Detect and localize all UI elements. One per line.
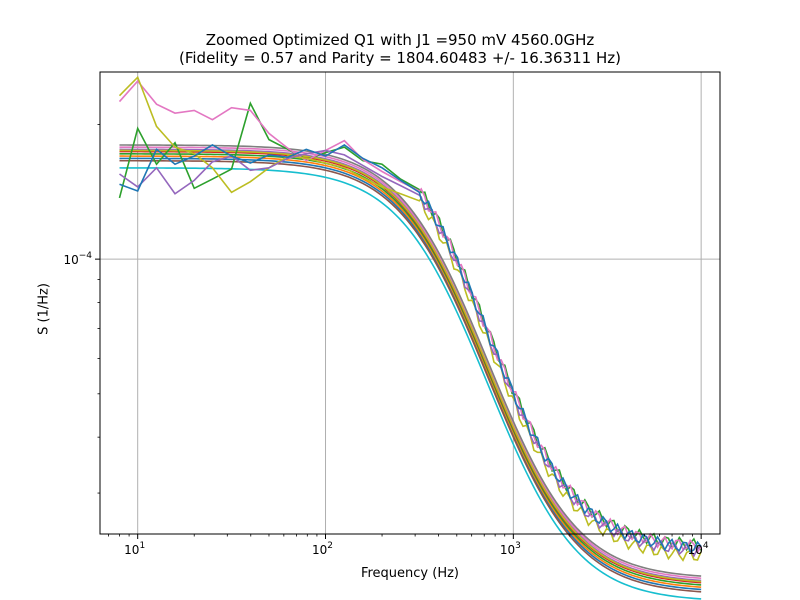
fit-curve [119, 155, 702, 588]
fit-curve [119, 157, 702, 591]
fit-curve [119, 150, 702, 584]
x-tick-label: 102 [312, 541, 333, 557]
fit-curve [119, 149, 702, 583]
x-tick-label: 104 [688, 541, 709, 557]
fit-curve [119, 153, 702, 586]
y-axis-label: S (1/Hz) [36, 283, 52, 335]
fit-curve [119, 146, 702, 580]
noisy-trace [118, 101, 702, 552]
x-tick-label: 103 [500, 541, 521, 557]
x-axis-label: Frequency (Hz) [360, 566, 460, 581]
noisy-trace [119, 143, 702, 554]
chart-subtitle: (Fidelity = 0.57 and Parity = 1804.60483… [179, 49, 621, 67]
fit-curve [119, 144, 702, 577]
y-tick-label: 10−4 [63, 251, 92, 267]
fit-curve [119, 167, 702, 600]
chart-title: Zoomed Optimized Q1 with J1 =950 mV 4560… [205, 31, 595, 49]
x-tick-label: 101 [124, 541, 145, 557]
axes-frame [99, 71, 721, 535]
